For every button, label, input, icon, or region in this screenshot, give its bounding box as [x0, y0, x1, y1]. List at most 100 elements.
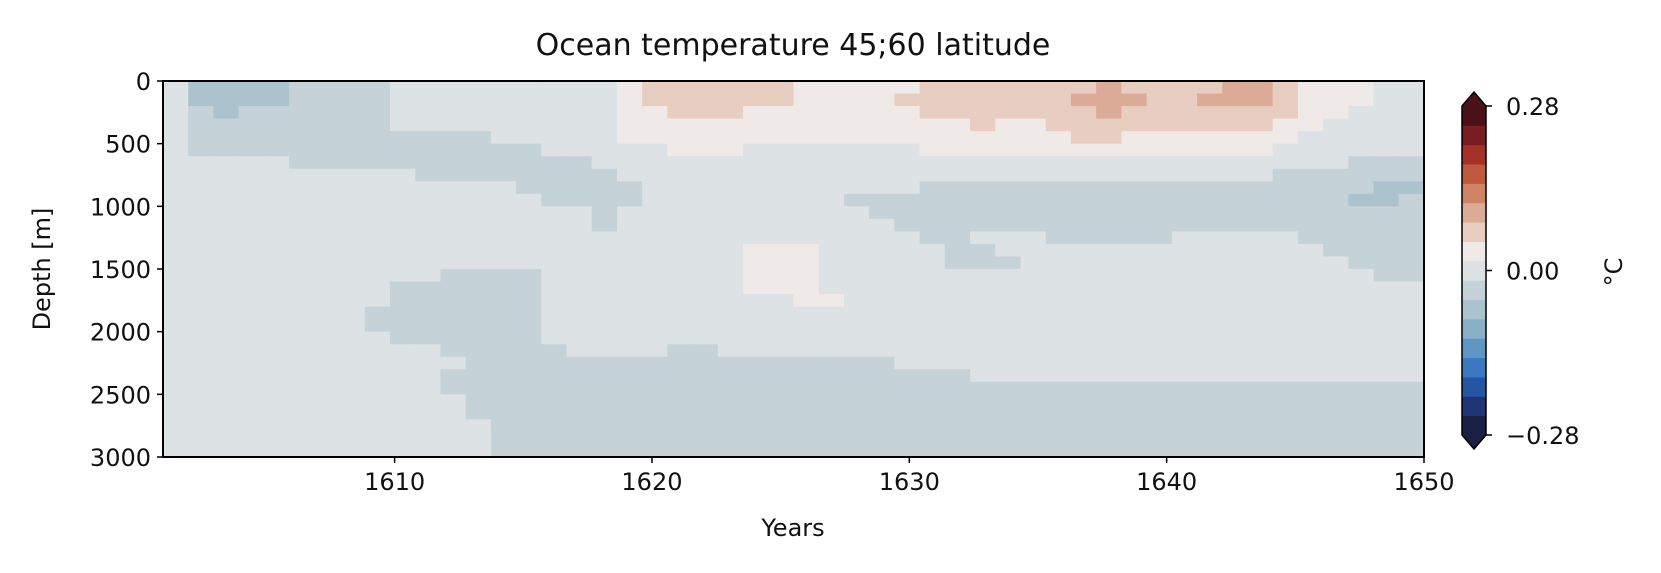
heatmap-cell [364, 231, 391, 245]
colorbar-segment [1462, 415, 1486, 436]
heatmap-cell [213, 118, 240, 132]
heatmap-cell [238, 181, 265, 195]
heatmap-cell [1171, 206, 1198, 220]
heatmap-cell [995, 168, 1022, 182]
heatmap-cell [1398, 331, 1424, 345]
heatmap-cell [1247, 381, 1274, 395]
heatmap-cell [944, 419, 971, 433]
heatmap-cell [1373, 81, 1400, 95]
heatmap-cell [768, 394, 795, 408]
heatmap-cell [1348, 419, 1375, 433]
heatmap-cell [768, 206, 795, 220]
heatmap-cell [163, 256, 189, 270]
heatmap-cell [667, 131, 694, 145]
heatmap-cell [289, 269, 315, 283]
heatmap-cell [1121, 156, 1148, 170]
heatmap-cell [1171, 118, 1198, 132]
heatmap-cell [213, 206, 240, 220]
heatmap-cell [465, 93, 492, 107]
heatmap-cell [1045, 381, 1072, 395]
heatmap-cell [843, 369, 870, 383]
heatmap-cell [213, 419, 240, 433]
heatmap-cell [1323, 231, 1349, 245]
heatmap-cell [1272, 81, 1299, 95]
heatmap-cell [364, 306, 391, 320]
heatmap-cell [894, 344, 921, 358]
heatmap-cell [314, 81, 341, 95]
heatmap-cell [213, 256, 240, 270]
heatmap-cell [692, 206, 719, 220]
heatmap-cell [1373, 381, 1400, 395]
heatmap-cell [869, 206, 895, 220]
heatmap-cell [793, 206, 820, 220]
heatmap-cell [869, 356, 895, 370]
heatmap-cell [667, 168, 694, 182]
heatmap-cell [1146, 306, 1173, 320]
heatmap-cell [743, 143, 769, 157]
heatmap-cell [1096, 294, 1122, 308]
heatmap-cell [389, 431, 416, 446]
heatmap-cell [263, 331, 290, 345]
heatmap-cell [465, 206, 492, 220]
heatmap-cell [1323, 331, 1349, 345]
heatmap-cell [1272, 93, 1299, 107]
heatmap-cell [1222, 131, 1249, 145]
heatmap-cell [591, 243, 618, 258]
heatmap-cell [263, 93, 290, 107]
heatmap-cell [1121, 269, 1148, 283]
heatmap-cell [541, 306, 568, 320]
heatmap-cell [743, 381, 769, 395]
heatmap-cell [440, 344, 467, 358]
heatmap-cell [793, 369, 820, 383]
heatmap-cell [188, 193, 215, 207]
heatmap-cell [364, 381, 391, 395]
heatmap-cell [1146, 444, 1173, 457]
heatmap-cell [793, 218, 820, 232]
heatmap-cell [1272, 193, 1299, 207]
heatmap-cell [415, 406, 442, 420]
heatmap-cell [389, 118, 416, 132]
heatmap-cell [1272, 281, 1299, 295]
heatmap-cell [1373, 306, 1400, 320]
heatmap-cell [642, 381, 668, 395]
heatmap-cell [843, 93, 870, 107]
heatmap-cell [289, 256, 315, 270]
heatmap-cell [1096, 243, 1122, 258]
heatmap-cell [516, 243, 542, 258]
heatmap-cell [541, 93, 568, 107]
heatmap-cell [1070, 181, 1097, 195]
colorbar-segment [1462, 396, 1486, 417]
heatmap-cell [919, 156, 946, 170]
heatmap-cell [263, 106, 290, 120]
heatmap-cell [465, 168, 492, 182]
heatmap-cell [516, 356, 542, 370]
heatmap-cell [238, 218, 265, 232]
heatmap-cell [1297, 281, 1324, 295]
heatmap-cell [465, 256, 492, 270]
heatmap-cell [516, 156, 542, 170]
heatmap-cell [692, 143, 719, 157]
heatmap-cell [1045, 356, 1072, 370]
heatmap-cell [1297, 369, 1324, 383]
heatmap-cell [1096, 218, 1122, 232]
heatmap-cell [1297, 156, 1324, 170]
heatmap-cell [516, 256, 542, 270]
heatmap-cell [1323, 81, 1349, 95]
heatmap-cell [1020, 356, 1047, 370]
heatmap-cell [616, 369, 643, 383]
heatmap-cell [314, 369, 341, 383]
heatmap-cell [516, 381, 542, 395]
heatmap-cell [1247, 331, 1274, 345]
heatmap-cell [1348, 356, 1375, 370]
heatmap-cell [238, 193, 265, 207]
heatmap-cell [1121, 356, 1148, 370]
heatmap-cell [339, 269, 366, 283]
heatmap-cell [919, 256, 946, 270]
heatmap-cell [440, 381, 467, 395]
heatmap-cell [339, 406, 366, 420]
heatmap-cell [717, 369, 744, 383]
heatmap-cell [465, 193, 492, 207]
heatmap-cell [1222, 306, 1249, 320]
heatmap-cell [1171, 356, 1198, 370]
heatmap-cell [717, 419, 744, 433]
